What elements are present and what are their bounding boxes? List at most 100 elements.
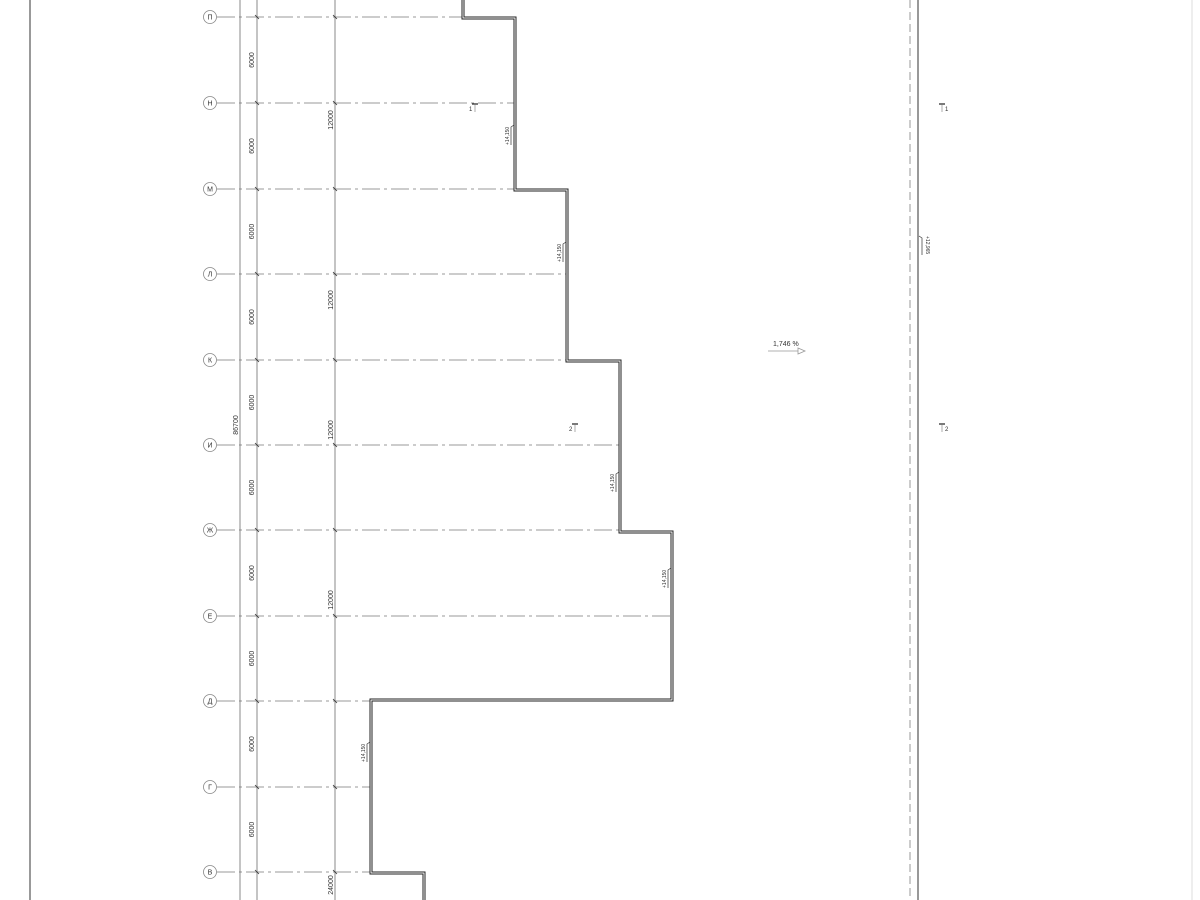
dimension-tick (332, 100, 338, 106)
elevation-mark: +14,150 (505, 124, 515, 145)
elevation-label: +14,150 (557, 244, 563, 262)
dimension-label: 12000 (328, 590, 335, 610)
elevation-label: +14,150 (361, 744, 367, 762)
grid-axis-label: В (208, 870, 213, 877)
dimension-tick (254, 527, 260, 533)
elevation-label: +14,150 (662, 570, 668, 588)
elevation-mark: +14,150 (610, 471, 620, 492)
dimension-label: 12000 (328, 110, 335, 130)
grid-axis: Е (203, 609, 672, 623)
dimension-tick (332, 869, 338, 875)
dimension-tick (254, 698, 260, 704)
dimension-label: 6000 (249, 224, 256, 240)
elevation-marker-icon (562, 241, 567, 262)
dimension-label: 6000 (249, 395, 256, 411)
section-mark-label: 1 (945, 107, 949, 113)
elevation-marker-icon (667, 567, 672, 588)
right-elevation-mark: +12,965 (918, 235, 930, 255)
grid-axes: П Н М Л К И Ж Е Д Г В (203, 10, 672, 879)
elevation-label: +14,150 (610, 474, 616, 492)
dimension-tick (332, 14, 338, 20)
elevation-marker-icon (366, 741, 371, 762)
dimension-label: 24000 (328, 875, 335, 895)
dimension-tick (254, 442, 260, 448)
grid-axis: Г (203, 780, 371, 794)
grid-bubble (203, 523, 217, 537)
dimension-tick (254, 784, 260, 790)
grid-bubble (203, 438, 217, 452)
dimension-tick (254, 357, 260, 363)
sheet-frame (29, 0, 1193, 900)
dimension-tick (254, 613, 260, 619)
section-mark-label: 2 (945, 427, 949, 433)
grid-axis-label: Е (208, 614, 213, 621)
grid-axis: И (203, 438, 620, 452)
grid-axis: Н (203, 96, 515, 110)
building-outline (369, 0, 674, 900)
section-mark[interactable]: 1 (939, 103, 949, 113)
dimension-tick (254, 186, 260, 192)
grid-bubble (203, 780, 217, 794)
grid-axis: М (203, 182, 515, 196)
grid-bubble (203, 353, 217, 367)
dimension-label: 6000 (249, 138, 256, 154)
grid-axis-label: Л (208, 272, 213, 279)
elevation-marks: +14,150 +14,150 +14,150 +14,150 +14,150 (361, 124, 672, 762)
dimension-tick (254, 869, 260, 875)
grid-axis-label: И (207, 443, 212, 450)
grid-axis-label: М (207, 187, 213, 194)
building-outline-inner (370, 0, 673, 900)
elevation-mark: +14,150 (557, 241, 567, 262)
dimension-tick (332, 698, 338, 704)
section-mark[interactable]: 1 (469, 103, 478, 113)
section-mark-label: 2 (569, 427, 573, 433)
dimension-label: 6000 (249, 736, 256, 752)
grid-bubble (203, 182, 217, 196)
dimension-label: 6000 (249, 565, 256, 581)
dimension-label: 12000 (328, 420, 335, 440)
right-elevation-label: +12,965 (924, 236, 930, 254)
grid-axis: В (203, 865, 371, 879)
elevation-mark: +14,150 (662, 567, 672, 588)
grid-bubble (203, 865, 217, 879)
dimension-tick (332, 784, 338, 790)
grid-axis: П (203, 10, 463, 24)
slope-arrow-icon (797, 347, 807, 355)
dimension-tick (332, 527, 338, 533)
elevation-label: +14,150 (505, 127, 511, 145)
grid-axis-label: Н (207, 101, 212, 108)
dimension-tick (254, 271, 260, 277)
section-marks: 1 1 2 2 (469, 103, 949, 433)
dimension-tick (254, 100, 260, 106)
dimension-tick (332, 186, 338, 192)
dimension-tick (332, 357, 338, 363)
grid-axis-label: П (207, 15, 212, 22)
dimension-label: 6000 (249, 822, 256, 838)
dimension-label: 6000 (249, 480, 256, 496)
grid-bubble (203, 96, 217, 110)
grid-axis: Ж (203, 523, 620, 537)
grid-axis-label: К (208, 358, 213, 365)
grid-axis-label: Д (208, 699, 213, 706)
slope-indicator: 1,746 % (768, 341, 807, 355)
grid-axis: Л (203, 267, 567, 281)
slope-label: 1,746 % (773, 341, 799, 348)
grid-axis-label: Г (208, 785, 212, 792)
elevation-mark: +14,150 (361, 741, 371, 762)
dimension-tick (332, 613, 338, 619)
dimension-label: 6000 (249, 651, 256, 667)
section-mark[interactable]: 2 (939, 423, 949, 433)
section-mark[interactable]: 2 (569, 423, 578, 433)
dimension-label: 86700 (233, 415, 240, 435)
grid-bubble (203, 694, 217, 708)
section-mark-label: 1 (469, 107, 473, 113)
grid-bubble (203, 10, 217, 24)
grid-bubble (203, 609, 217, 623)
dimension-label: 12000 (328, 290, 335, 310)
dimension-label: 6000 (249, 52, 256, 68)
grid-axis-label: Ж (207, 528, 214, 535)
grid-axis: К (203, 353, 567, 367)
dimension-labels: 6000 6000 6000 6000 6000 6000 6000 6000 6000 6000… (233, 52, 335, 895)
dimension-tick (332, 442, 338, 448)
